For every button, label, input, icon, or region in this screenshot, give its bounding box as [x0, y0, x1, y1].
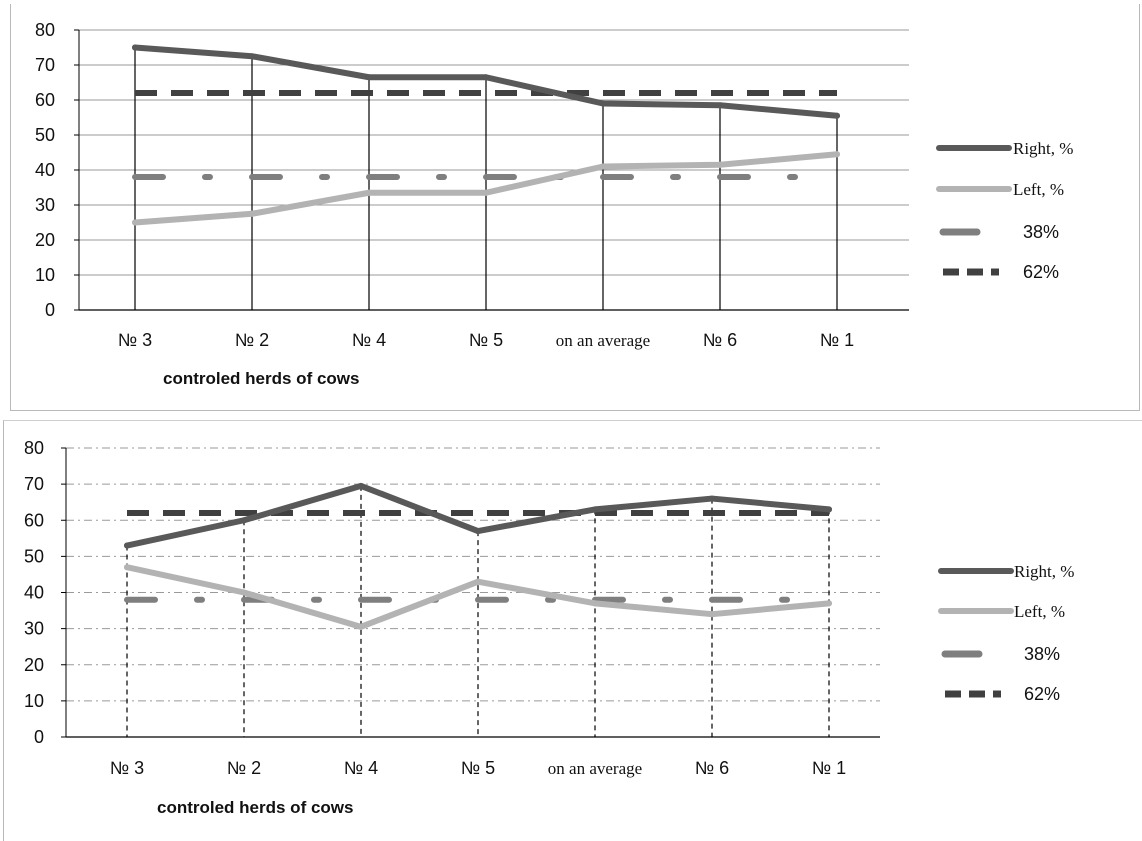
x-tick-label: № 6: [695, 758, 729, 778]
series-right-point: [709, 495, 715, 502]
series-left-point: [483, 189, 489, 196]
legend-label: Right, %: [1013, 139, 1073, 158]
x-tick-label: № 2: [235, 330, 269, 350]
y-tick-label: 30: [35, 195, 55, 215]
y-tick-label: 50: [35, 125, 55, 145]
series-left-point: [826, 600, 832, 607]
series-right-point: [834, 112, 840, 119]
legend-label: 38%: [1024, 644, 1060, 664]
series-left-point: [249, 210, 255, 217]
series-left-point: [132, 219, 138, 226]
legend-label: 62%: [1024, 684, 1060, 704]
series-right-point: [241, 517, 247, 524]
series-left-point: [358, 623, 364, 630]
chart-panel-bottom: 0 10 20 30 40 50 60 70 80 № 3 № 2 № 4 № 5 on an avera…: [3, 420, 1142, 841]
series-right-point: [366, 74, 372, 81]
x-tick-label: on an average: [556, 331, 650, 350]
y-tick-label: 30: [24, 619, 44, 639]
x-tick-label: № 4: [344, 758, 378, 778]
series-right-point: [124, 542, 130, 549]
series-right-point: [826, 506, 832, 513]
x-tick-label: № 5: [461, 758, 495, 778]
y-tick-label: 80: [24, 438, 44, 458]
x-tick-label: № 1: [820, 330, 854, 350]
y-tick-label: 40: [35, 160, 55, 180]
y-tick-label: 60: [24, 510, 44, 530]
series-left-point: [475, 578, 481, 585]
series-right-point: [249, 53, 255, 60]
line-chart-bottom: 0 10 20 30 40 50 60 70 80 № 3 № 2 № 4 № 5 on an avera…: [24, 438, 1074, 817]
y-tick-label: 10: [35, 265, 55, 285]
y-tick-label: 20: [35, 230, 55, 250]
series-right-point: [717, 102, 723, 109]
y-tick-label: 60: [35, 90, 55, 110]
series-left-point: [600, 163, 606, 170]
y-tick-label: 0: [45, 300, 55, 320]
series-right-point: [358, 482, 364, 489]
y-tick-label: 70: [24, 474, 44, 494]
series-left-point: [241, 589, 247, 596]
legend-label: Right, %: [1014, 562, 1074, 581]
x-axis-title: controled herds of cows: [163, 369, 359, 388]
y-tick-label: 0: [34, 727, 44, 747]
chart-panel-top: 0 10 20 30 40 50 60 70 80 № 3 № 2 № 4 № 5 on an avera…: [10, 4, 1140, 411]
legend-label: Left, %: [1014, 602, 1065, 621]
series-right-point: [600, 100, 606, 107]
line-chart-top: 0 10 20 30 40 50 60 70 80 № 3 № 2 № 4 № 5 on an avera…: [35, 20, 1073, 388]
series-left-point: [366, 189, 372, 196]
y-tick-label: 50: [24, 546, 44, 566]
y-tick-label: 70: [35, 55, 55, 75]
series-right-point: [475, 528, 481, 535]
x-axis-title: controled herds of cows: [157, 798, 353, 817]
x-tick-label: № 4: [352, 330, 386, 350]
series-right-point: [592, 506, 598, 513]
y-tick-label: 40: [24, 583, 44, 603]
series-left-point: [592, 600, 598, 607]
x-tick-label: № 1: [812, 758, 846, 778]
x-tick-label: № 2: [227, 758, 261, 778]
y-tick-label: 80: [35, 20, 55, 40]
series-left-point: [124, 564, 130, 571]
y-tick-label: 20: [24, 655, 44, 675]
x-tick-label: № 6: [703, 330, 737, 350]
legend-label: 62%: [1023, 262, 1059, 282]
series-left-point: [834, 151, 840, 158]
series-right-point: [483, 74, 489, 81]
legend-label: 38%: [1023, 222, 1059, 242]
series-left-point: [709, 611, 715, 618]
x-tick-label: № 5: [469, 330, 503, 350]
x-tick-label: on an average: [548, 759, 642, 778]
series-right-point: [132, 44, 138, 51]
x-tick-label: № 3: [110, 758, 144, 778]
x-tick-label: № 3: [118, 330, 152, 350]
y-tick-label: 10: [24, 691, 44, 711]
legend-label: Left, %: [1013, 180, 1064, 199]
series-left-point: [717, 161, 723, 168]
